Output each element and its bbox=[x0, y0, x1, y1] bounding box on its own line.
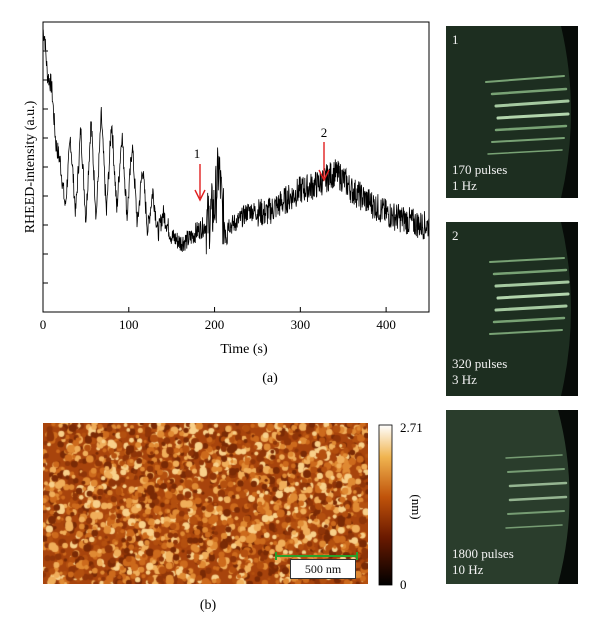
rheed-freq-3: 10 Hz bbox=[452, 562, 484, 577]
rheed-pattern-3: 1800 pulses 10 Hz bbox=[446, 410, 578, 584]
rheed-streaks-3 bbox=[446, 410, 578, 584]
colorbar-min-label: 0 bbox=[400, 577, 407, 592]
rheed-pulses-3: 1800 pulses bbox=[452, 546, 514, 561]
y-ticks bbox=[43, 50, 48, 284]
rheed-pulses-2: 320 pulses bbox=[452, 356, 508, 371]
rheed-streaks-2 bbox=[446, 222, 578, 396]
plot-frame bbox=[42, 21, 430, 313]
colorbar-gradient bbox=[378, 424, 393, 586]
afm-topography-image bbox=[43, 423, 368, 584]
rheed-freq-2: 3 Hz bbox=[452, 372, 477, 387]
rheed-streaks-1 bbox=[446, 26, 578, 198]
rheed-freq-1: 1 Hz bbox=[452, 178, 477, 193]
annotation-arrow-1: 1 bbox=[194, 146, 206, 202]
annotation-label-1: 1 bbox=[194, 146, 201, 161]
colorbar: 2.71 0 (nm) bbox=[378, 420, 424, 592]
rheed-panel-number-1: 1 bbox=[452, 32, 459, 47]
annotation-arrow-2: 2 bbox=[318, 125, 330, 182]
rheed-pattern-2: 2 320 pulses 3 Hz bbox=[446, 222, 578, 396]
x-tick-label: 0 bbox=[40, 317, 47, 332]
colorbar-unit: (nm) bbox=[409, 494, 424, 519]
rheed-panel-number-2: 2 bbox=[452, 228, 459, 243]
rheed-pattern-1: 1 170 pulses 1 Hz bbox=[446, 26, 578, 198]
rheed-pulses-1: 170 pulses bbox=[452, 162, 508, 177]
x-tick-label: 300 bbox=[291, 317, 311, 332]
x-tick-label: 200 bbox=[205, 317, 225, 332]
scale-bar bbox=[275, 552, 358, 560]
x-ticks: 0 100 200 300 400 bbox=[40, 307, 396, 332]
scale-bar-label: 500 nm bbox=[290, 559, 356, 579]
colorbar-max-label: 2.71 bbox=[400, 420, 423, 435]
y-axis-title: RHEED-intensity (a.u.) bbox=[23, 100, 38, 233]
rheed-trace bbox=[42, 29, 430, 255]
x-axis-title: Time (s) bbox=[220, 342, 268, 357]
annotation-label-2: 2 bbox=[321, 125, 328, 140]
caption-a: (a) bbox=[262, 371, 278, 386]
rheed-intensity-plot: 0 100 200 300 400 Time (s) RHEED-intensity (… bbox=[23, 21, 430, 386]
caption-b: (b) bbox=[200, 598, 217, 613]
afm-canvas bbox=[43, 423, 368, 584]
x-tick-label: 400 bbox=[376, 317, 396, 332]
x-tick-label: 100 bbox=[119, 317, 139, 332]
